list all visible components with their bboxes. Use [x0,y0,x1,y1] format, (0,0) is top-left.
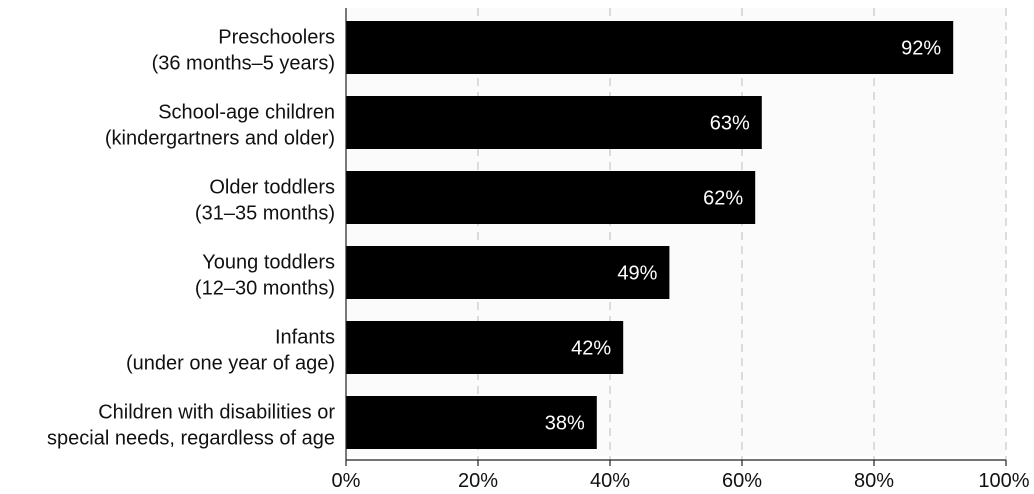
grid-lines [477,8,1007,460]
axes [345,8,1006,461]
x-tick-label: 40% [590,470,630,492]
bar [346,246,670,299]
category-labels: Preschoolers (36 months–5 years) School-ag… [47,27,335,450]
plot-background [346,8,1006,456]
category-label: Preschoolers [218,27,335,49]
bar [346,96,762,149]
bar-value-label: 63% [710,113,750,135]
category-label: (36 months–5 years) [152,53,335,75]
x-tick-label: 60% [722,470,762,492]
category-label: (31–35 months) [195,203,335,225]
category-label: Young toddlers [202,252,335,274]
bar [346,21,954,74]
bar-value-label: 62% [703,188,743,210]
bar [346,396,597,449]
bar [346,171,756,224]
category-label: Children with disabilities or [98,402,335,424]
x-tick-label: 100% [978,470,1029,492]
category-label: (kindergartners and older) [105,128,335,150]
category-label: School-age children [158,102,335,124]
bar-value-label: 42% [571,338,611,360]
category-label: Older toddlers [209,177,335,199]
category-label: (12–30 months) [195,278,335,300]
category-label: (under one year of age) [126,353,335,375]
bar-value-label: 38% [545,413,585,435]
bar [346,321,624,374]
bar-value-label: 92% [901,38,941,60]
x-tick-label: 0% [332,470,361,492]
x-tick-label: 80% [854,470,894,492]
bar-value-label: 49% [617,263,657,285]
category-label: special needs, regardless of age [47,428,335,450]
category-label: Infants [275,327,335,349]
x-tick-labels: 0% 20% 40% 60% 80% 100% [332,460,1030,492]
x-tick-label: 20% [458,470,498,492]
bars: 92% 63% 62% 49% 42% 38% [346,21,954,449]
